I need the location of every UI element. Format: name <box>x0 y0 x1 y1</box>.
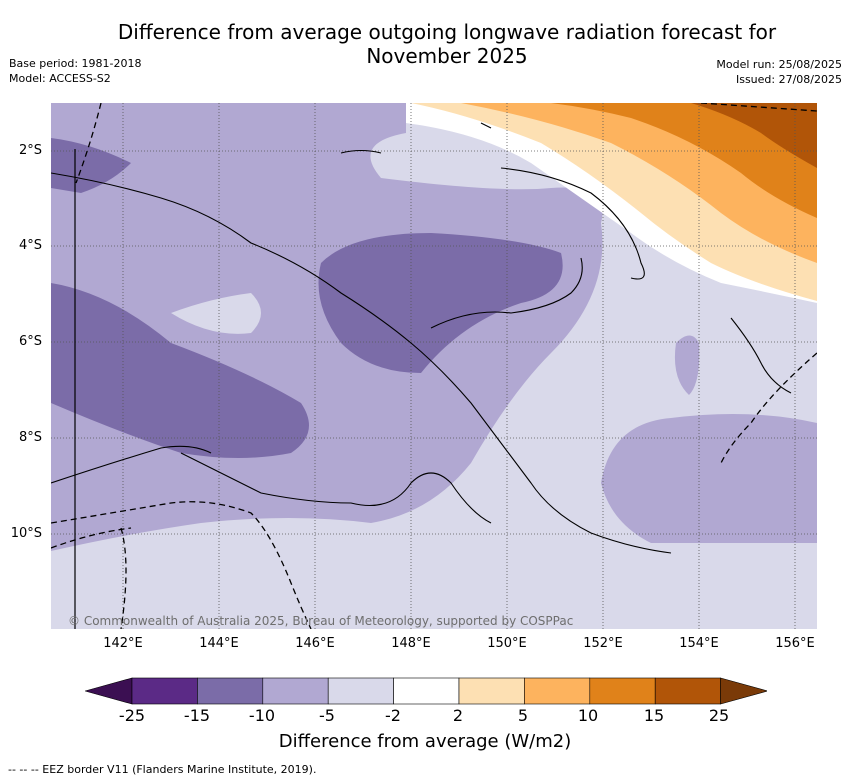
band-plus-10-to-plus-15 <box>551 103 817 218</box>
band-minus-10-to-minus-15-central <box>318 233 563 373</box>
band-patch-east <box>674 335 700 395</box>
colorbar-segment <box>131 677 198 705</box>
colorbar-tick: 5 <box>517 706 529 725</box>
lon-label: 144°E <box>199 636 239 651</box>
colorbar-tick: -2 <box>385 706 401 725</box>
colorbar-arrow-low <box>85 677 133 705</box>
colorbar-segment <box>589 677 656 705</box>
colorbar-tick: -5 <box>319 706 335 725</box>
base-period: Base period: 1981-2018 <box>9 57 142 70</box>
map-title: Difference from average outgoing longwav… <box>117 20 777 68</box>
colorbar-tick: 25 <box>708 706 730 725</box>
lon-label: 146°E <box>295 636 335 651</box>
colorbar-segment <box>327 677 394 705</box>
eez-legend-note: -- -- -- EEZ border V11 (Flanders Marine… <box>8 763 317 776</box>
lon-label: 148°E <box>391 636 431 651</box>
lat-label: 4°S <box>18 238 42 253</box>
colorbar-tick: 10 <box>577 706 599 725</box>
lat-label: 8°S <box>18 430 42 445</box>
colorbar-segment <box>393 677 460 705</box>
colorbar <box>85 677 767 705</box>
band-patch-west <box>171 293 261 334</box>
lat-label: 6°S <box>18 334 42 349</box>
graticule <box>51 103 817 629</box>
meta-right: Model run: 25/08/2025 Issued: 27/08/2025 <box>716 57 842 87</box>
lat-label: 2°S <box>18 143 42 158</box>
colorbar-label: Difference from average (W/m2) <box>278 731 572 752</box>
band-minus-10-to-minus-15-nw <box>51 138 131 193</box>
band-minus-5-to-minus-10-southeast <box>601 414 817 543</box>
lon-label: 142°E <box>103 636 143 651</box>
lon-label: 154°E <box>679 636 719 651</box>
band-minus-10-to-minus-15-sw <box>51 283 309 458</box>
map-area <box>51 103 817 629</box>
colorbar-segment <box>524 677 591 705</box>
colorbar-tick: -25 <box>118 706 146 725</box>
coastlines <box>51 122 792 554</box>
colorbar-segment <box>458 677 525 705</box>
copyright-notice: © Commonwealth of Australia 2025, Bureau… <box>68 614 574 628</box>
lon-label: 150°E <box>487 636 527 651</box>
lon-label: 152°E <box>583 636 623 651</box>
model-name: Model: ACCESS-S2 <box>9 72 111 85</box>
colorbar-segment <box>654 677 721 705</box>
colorbar-tick: -10 <box>248 706 276 725</box>
lon-label: 156°E <box>775 636 815 651</box>
eez-borders <box>51 103 817 629</box>
colorbar-tick: 15 <box>643 706 665 725</box>
colorbar-segment <box>262 677 329 705</box>
meta-left: Base period: 1981-2018 Model: ACCESS-S2 <box>9 56 141 86</box>
band-plus-15-to-plus-25 <box>691 103 817 168</box>
model-run: Model run: 25/08/2025 <box>716 58 842 71</box>
lat-label: 10°S <box>10 526 42 541</box>
issued-date: Issued: 27/08/2025 <box>735 73 842 86</box>
colorbar-arrow-high <box>720 677 767 705</box>
colorbar-tick: -15 <box>183 706 211 725</box>
colorbar-segment <box>197 677 264 705</box>
map-svg <box>51 103 817 629</box>
colorbar-tick: 2 <box>452 706 464 725</box>
